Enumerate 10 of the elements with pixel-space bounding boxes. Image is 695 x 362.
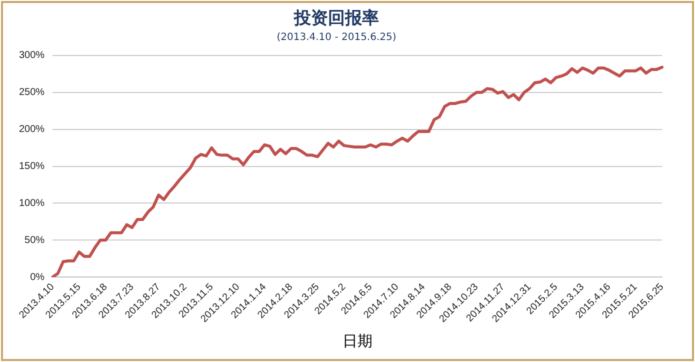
chart-title: 投资回报率 xyxy=(293,8,379,29)
y-tick-label: 250% xyxy=(19,87,45,98)
y-tick-label: 150% xyxy=(19,161,45,172)
y-tick-label: 50% xyxy=(24,234,45,246)
y-tick-label: 200% xyxy=(19,124,45,136)
y-tick-label: 0% xyxy=(30,272,45,283)
chart-subtitle: (2013.4.10 - 2015.6.25) xyxy=(276,32,396,43)
x-axis-title: 日期 xyxy=(342,332,372,350)
y-tick-label: 300% xyxy=(19,50,45,62)
y-tick-label: 100% xyxy=(19,198,45,209)
